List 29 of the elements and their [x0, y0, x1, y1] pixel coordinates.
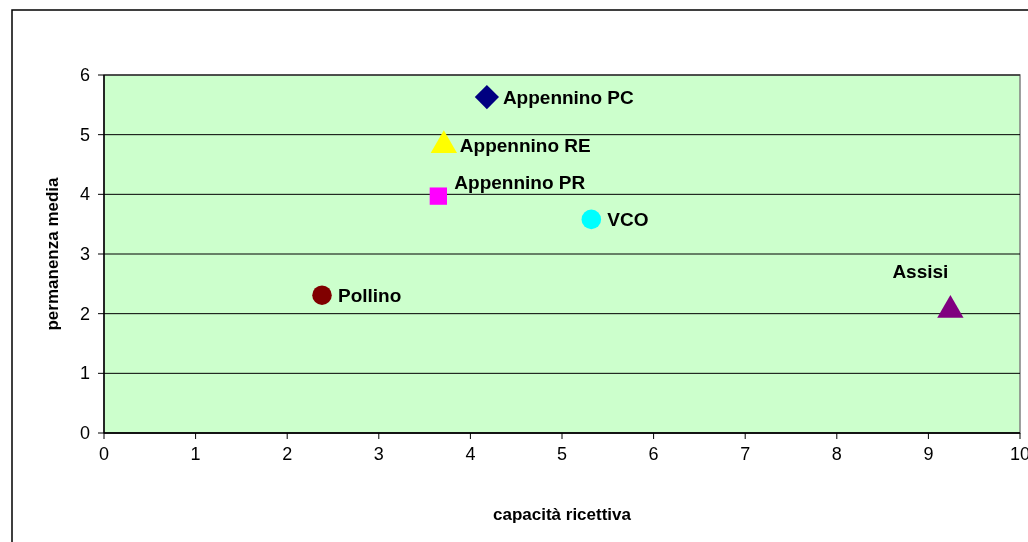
series-label: Appennino PR [454, 172, 586, 194]
x-tick-label: 4 [465, 444, 476, 464]
y-tick-label: 5 [79, 124, 90, 145]
y-tick-label: 4 [79, 184, 90, 205]
x-tick-label: 3 [373, 444, 384, 464]
x-tick-label: 2 [282, 444, 293, 464]
y-axis-title: permanenza media [43, 176, 62, 331]
series-label: Assisi [892, 261, 949, 283]
y-tick-label: 3 [79, 244, 90, 264]
x-tick-label: 9 [923, 444, 934, 464]
x-tick-label: 5 [556, 444, 568, 464]
x-tick-label: 1 [190, 444, 201, 464]
x-tick-label: 0 [98, 444, 110, 464]
series-label: VCO [607, 209, 649, 231]
y-tick-label: 6 [79, 65, 90, 85]
x-tick-label: 8 [831, 444, 842, 464]
y-tick-label: 1 [79, 363, 90, 384]
x-tick-label: 6 [648, 444, 659, 464]
series-label: Appennino RE [459, 135, 591, 157]
x-axis-title: capacità ricettiva [493, 505, 632, 524]
y-tick-label: 2 [79, 303, 90, 324]
y-tick-label: 0 [79, 423, 90, 443]
point [429, 187, 447, 205]
point [581, 209, 602, 230]
x-tick-label: 7 [740, 444, 751, 464]
point [474, 84, 499, 110]
series-label: Pollino [338, 285, 402, 307]
series-label: Appennino PC [502, 87, 635, 109]
point [312, 285, 332, 305]
